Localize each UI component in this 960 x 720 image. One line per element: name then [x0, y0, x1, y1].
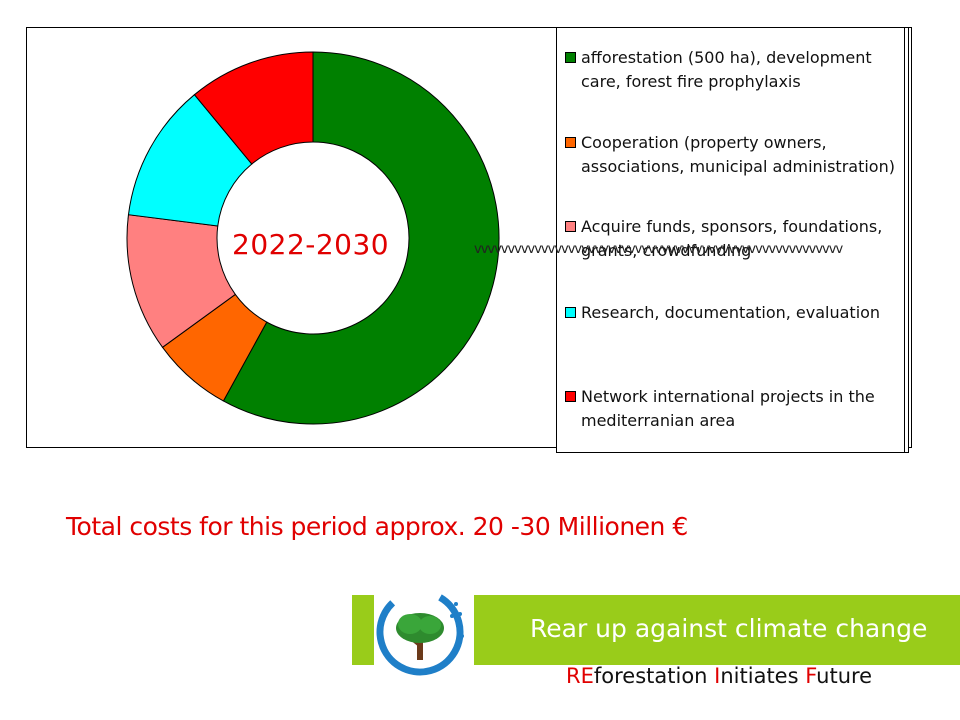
tree-logo-icon	[376, 588, 464, 676]
legend-label-line1: Research, documentation, evaluation	[581, 303, 881, 322]
tagline: REforestation Initiates Future	[566, 664, 872, 688]
legend-item-network: Network international projects in the me…	[563, 385, 903, 433]
donut-center-label: 2022-2030	[232, 228, 390, 261]
legend-item-research: Research, documentation, evaluation	[563, 301, 903, 325]
legend-label-line1: afforestation (500 ha), development	[581, 48, 872, 67]
chart-legend: afforestation (500 ha), development care…	[556, 27, 909, 453]
tagline-part: forestation	[593, 664, 715, 688]
donut-chart	[126, 51, 500, 425]
legend-label-line2: associations, municipal administration)	[581, 157, 895, 176]
legend-swatch	[565, 221, 576, 232]
donut-slice-0	[222, 51, 500, 425]
stray-text: vvvvvvvvvvvvvvvvvvvvvvvvvvvvvvvvvvvvvvvv…	[474, 242, 843, 257]
legend-label-line1: Acquire funds, sponsors, foundations,	[581, 217, 883, 236]
legend-label-line1: Network international projects in the	[581, 387, 875, 406]
legend-edge	[904, 28, 905, 452]
legend-swatch	[565, 137, 576, 148]
tagline-part: RE	[566, 664, 594, 688]
tagline-part: I	[714, 664, 721, 688]
chart-frame	[26, 27, 912, 448]
legend-label-line2: mediterranian area	[581, 411, 736, 430]
legend-swatch	[565, 307, 576, 318]
total-costs-text: Total costs for this period approx. 20 -…	[66, 512, 688, 541]
legend-swatch	[565, 391, 576, 402]
slogan-bar: Rear up against climate change	[474, 595, 960, 665]
legend-label-line2: care, forest fire prophylaxis	[581, 72, 801, 91]
legend-item-cooperation: Cooperation (property owners, associatio…	[563, 131, 903, 179]
legend-label-line1: Cooperation (property owners,	[581, 133, 827, 152]
tagline-part: F	[805, 664, 817, 688]
tagline-part: uture	[816, 664, 873, 688]
slogan-text: Rear up against climate change	[530, 614, 928, 643]
legend-item-funds: Acquire funds, sponsors, foundations, gr…	[563, 215, 903, 263]
legend-swatch	[565, 52, 576, 63]
tagline-part: nitiates	[720, 664, 806, 688]
legend-label-line2: grants, crowdfunding	[581, 241, 752, 260]
legend-item-afforestation: afforestation (500 ha), development care…	[563, 46, 903, 94]
donut-slice-4	[193, 51, 314, 165]
logo-bar-left	[352, 595, 374, 665]
